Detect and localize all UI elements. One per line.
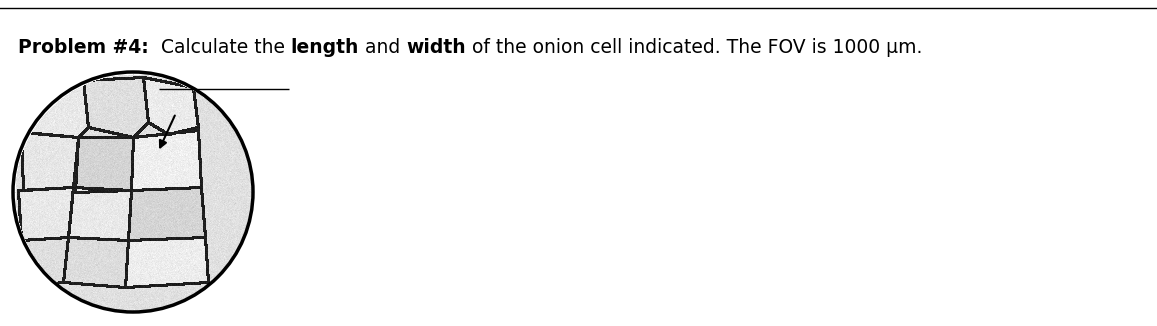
Text: length: length: [290, 38, 359, 57]
Text: Problem #4:: Problem #4:: [19, 38, 149, 57]
Text: of the onion cell indicated. The FOV is 1000 μm.: of the onion cell indicated. The FOV is …: [466, 38, 922, 57]
Text: width: width: [406, 38, 466, 57]
Text: and: and: [359, 38, 406, 57]
Text: Calculate the: Calculate the: [149, 38, 290, 57]
